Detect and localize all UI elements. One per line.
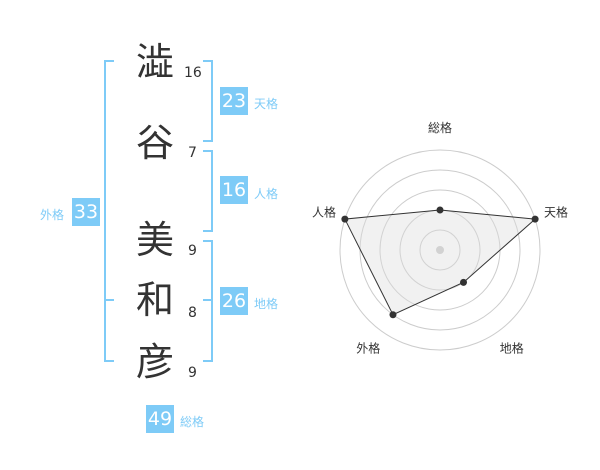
chikaku-bracket bbox=[203, 240, 213, 362]
radar-point bbox=[389, 311, 397, 319]
soukaku-value: 49 bbox=[146, 405, 174, 433]
radar-axis-label: 総格 bbox=[428, 120, 452, 135]
chikaku-tick bbox=[203, 299, 213, 301]
stroke-count-3: 9 bbox=[188, 243, 197, 259]
radar-ring bbox=[419, 229, 461, 271]
radar-axis-label: 人格 bbox=[312, 204, 336, 219]
radar-ring bbox=[339, 149, 541, 351]
soukaku-label: 総格 bbox=[180, 415, 205, 429]
name-char-3: 美 bbox=[135, 218, 174, 262]
gaikaku-value: 33 bbox=[72, 198, 100, 226]
radar-axis-label: 外格 bbox=[356, 341, 380, 356]
radar-axis-label: 地格 bbox=[500, 341, 524, 356]
name-char-4: 和 bbox=[135, 278, 174, 322]
tenkaku-value: 23 bbox=[220, 87, 248, 115]
radar-point bbox=[341, 215, 349, 223]
gaikaku-label: 外格 bbox=[40, 208, 65, 222]
jinkaku-label: 人格 bbox=[254, 187, 279, 201]
tenkaku-bracket bbox=[203, 60, 213, 142]
stroke-count-5: 9 bbox=[188, 365, 197, 381]
radar-point bbox=[436, 206, 444, 214]
stroke-count-1: 16 bbox=[184, 65, 202, 81]
name-char-5: 彦 bbox=[135, 340, 174, 384]
radar-point bbox=[531, 215, 539, 223]
jinkaku-value: 16 bbox=[220, 176, 248, 204]
stroke-count-4: 8 bbox=[188, 305, 197, 321]
name-char-2: 谷 bbox=[135, 121, 174, 165]
chikaku-value: 26 bbox=[220, 287, 248, 315]
radar-axis-label: 天格 bbox=[544, 204, 568, 219]
name-char-1: 澁 bbox=[135, 40, 174, 84]
gaikaku-tick bbox=[104, 299, 114, 301]
gaikaku-bracket bbox=[104, 60, 114, 362]
radar-area bbox=[344, 209, 537, 316]
tenkaku-label: 天格 bbox=[254, 97, 279, 111]
radar-center bbox=[436, 246, 444, 254]
radar-point bbox=[460, 278, 468, 286]
stroke-count-2: 7 bbox=[188, 145, 197, 161]
chikaku-label: 地格 bbox=[254, 297, 279, 311]
jinkaku-bracket bbox=[203, 150, 213, 232]
